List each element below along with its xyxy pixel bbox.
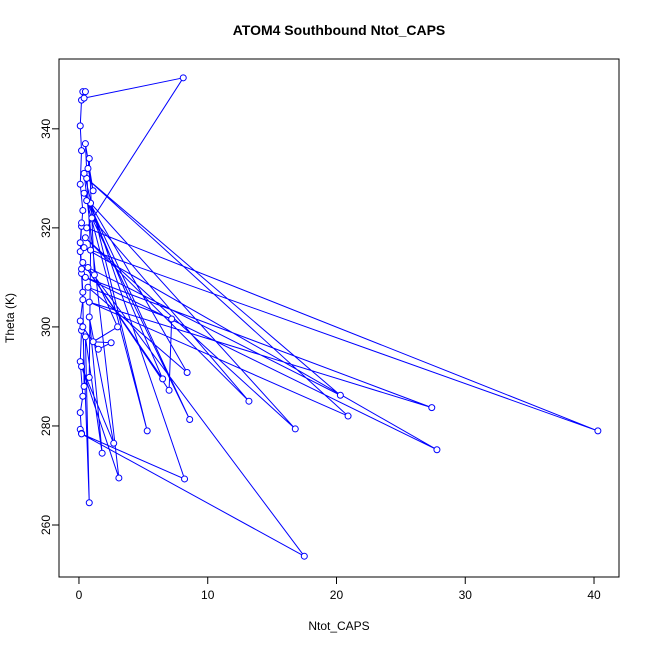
chart-title: ATOM4 Southbound Ntot_CAPS [233, 22, 446, 38]
data-point [84, 263, 92, 271]
data-point [79, 288, 87, 296]
x-tick-label: 0 [76, 588, 83, 602]
plot-frame [58, 58, 620, 578]
data-point [85, 499, 93, 507]
data-point [79, 259, 87, 267]
data-point [76, 180, 84, 188]
data-point [80, 169, 88, 177]
data-point [79, 323, 87, 331]
data-point [89, 187, 97, 195]
data-point [83, 197, 91, 205]
data-point [80, 244, 88, 252]
data-point [98, 449, 106, 457]
data-point [85, 155, 93, 163]
data-point [85, 313, 93, 321]
x-tick-label: 40 [587, 588, 601, 602]
x-tick-label: 10 [201, 588, 215, 602]
data-point [81, 88, 89, 96]
data-point [80, 94, 88, 102]
data-point [344, 412, 352, 420]
data-point [428, 404, 436, 412]
x-tick-label: 20 [330, 588, 344, 602]
y-tick-label: 260 [39, 515, 53, 535]
data-line [79, 77, 599, 557]
data-point [76, 409, 84, 417]
data-point [79, 392, 87, 400]
y-tick-label: 280 [39, 416, 53, 436]
data-point [186, 416, 194, 424]
x-tick-label: 30 [459, 588, 473, 602]
data-point [76, 122, 84, 130]
data-point [89, 338, 97, 346]
data-point [80, 189, 88, 197]
data-point [85, 373, 93, 381]
data-point [110, 439, 118, 447]
x-axis-label: Ntot_CAPS [308, 619, 369, 633]
data-point [143, 427, 151, 435]
data-point [81, 333, 89, 341]
data-point [594, 427, 602, 435]
data-point [114, 323, 122, 331]
data-point [79, 296, 87, 304]
data-point [85, 298, 93, 306]
data-point [76, 239, 84, 247]
y-tick-label: 340 [39, 118, 53, 138]
data-point [83, 224, 91, 232]
data-point [94, 345, 102, 353]
y-tick-label: 300 [39, 317, 53, 337]
y-axis-label: Theta (K) [3, 293, 17, 343]
data-point [336, 391, 344, 399]
data-point [433, 446, 441, 454]
data-point [78, 219, 86, 227]
data-point [84, 283, 92, 291]
data-point [90, 271, 98, 279]
data-point [78, 363, 86, 371]
data-point [183, 368, 191, 376]
data-point [81, 273, 89, 281]
data-point [78, 147, 86, 155]
data-point [81, 234, 89, 242]
data-point [115, 474, 123, 482]
y-tick-label: 320 [39, 218, 53, 238]
data-point [107, 339, 115, 347]
data-point [76, 317, 84, 325]
data-point [78, 430, 86, 438]
data-point [179, 74, 187, 82]
data-point [159, 375, 167, 383]
data-point [245, 397, 253, 405]
data-point [80, 382, 88, 390]
data-point [291, 425, 299, 433]
data-point [81, 140, 89, 148]
data-point [165, 386, 173, 394]
data-point [87, 246, 95, 254]
data-point [78, 265, 86, 273]
data-point [181, 475, 189, 483]
data-point [79, 207, 87, 215]
data-point [84, 164, 92, 172]
data-point [88, 214, 96, 222]
data-point [168, 315, 176, 323]
data-point [300, 552, 308, 560]
